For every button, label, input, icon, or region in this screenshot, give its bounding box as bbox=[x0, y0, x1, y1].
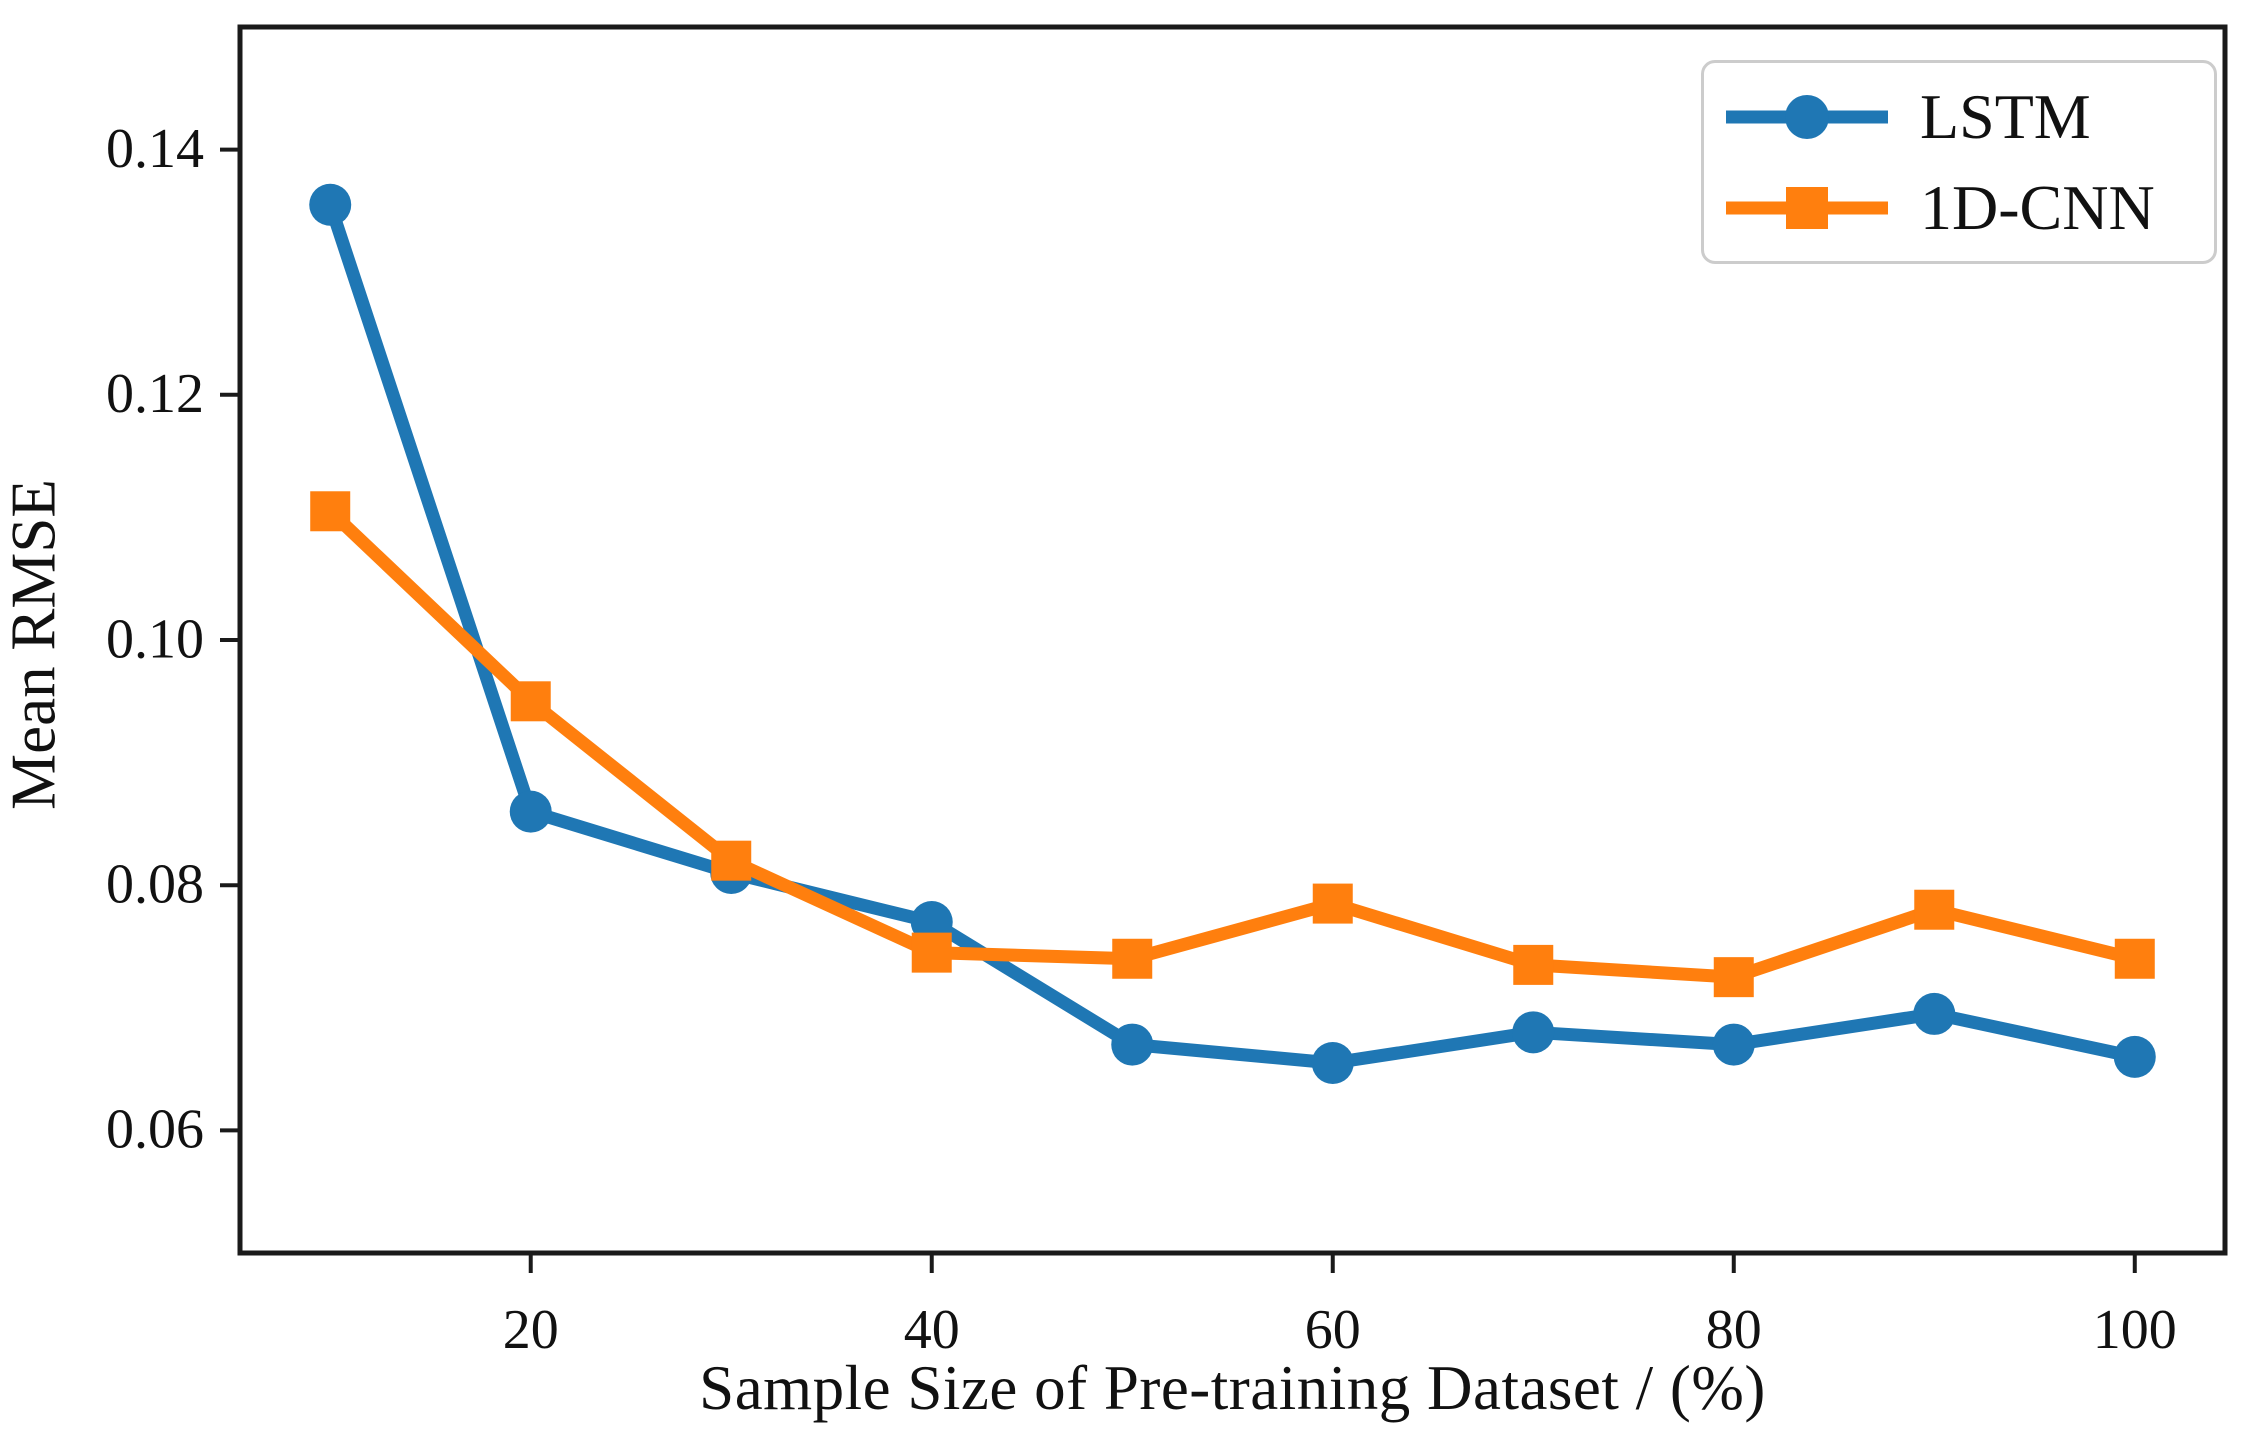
legend-sample-square-marker bbox=[1786, 186, 1828, 229]
1dcnn-data-point bbox=[1914, 889, 1955, 930]
y-tick-label: 0.06 bbox=[106, 1099, 204, 1161]
y-tick-label: 0.12 bbox=[106, 363, 204, 425]
1dcnn-data-point bbox=[911, 932, 952, 973]
legend: LSTM 1D-CNN bbox=[1701, 60, 2217, 264]
lstm-data-point bbox=[1111, 1023, 1154, 1066]
legend-item-1dcnn: 1D-CNN bbox=[1722, 171, 2196, 245]
x-tick-label: 20 bbox=[503, 1299, 559, 1361]
lstm-data-point bbox=[1913, 992, 1956, 1035]
x-tick-label: 100 bbox=[2093, 1299, 2177, 1361]
lstm-data-point bbox=[1311, 1041, 1354, 1084]
plot-frame bbox=[237, 24, 2228, 1256]
lstm-data-point bbox=[2113, 1035, 2156, 1078]
1dcnn-data-point bbox=[510, 681, 551, 722]
1dcnn-data-point bbox=[711, 840, 752, 881]
y-tick-label: 0.10 bbox=[106, 608, 204, 670]
lstm-line-marker-icon bbox=[1726, 94, 1888, 139]
lstm-line bbox=[323, 198, 2142, 1070]
x-tick-label: 80 bbox=[1706, 1299, 1762, 1361]
x-tick-label: 60 bbox=[1305, 1299, 1361, 1361]
lstm-data-point bbox=[309, 183, 352, 226]
y-tick-label: 0.14 bbox=[106, 118, 204, 180]
1dcnn-data-point bbox=[2114, 938, 2155, 979]
x-tick-label: 40 bbox=[904, 1299, 960, 1361]
1dcnn-data-point bbox=[310, 491, 351, 532]
x-axis-title: Sample Size of Pre-training Dataset / (%… bbox=[699, 1353, 1766, 1423]
lstm-data-point bbox=[910, 900, 953, 943]
1dcnn-data-point bbox=[1312, 883, 1353, 924]
y-axis-title: Mean RMSE bbox=[0, 479, 69, 810]
1dcnn-line-marker-icon bbox=[1726, 186, 1888, 229]
legend-item-lstm: LSTM bbox=[1722, 80, 2196, 154]
y-tick-label: 0.08 bbox=[106, 854, 204, 916]
1dcnn-data-point bbox=[1513, 944, 1554, 985]
lstm-data-point bbox=[1712, 1023, 1755, 1066]
1dcnn-line bbox=[323, 504, 2142, 984]
1dcnn-data-point bbox=[1112, 938, 1153, 979]
legend-sample-circle-marker bbox=[1785, 94, 1829, 139]
1dcnn-data-point bbox=[1713, 957, 1754, 998]
lstm-data-point bbox=[1512, 1011, 1555, 1054]
lstm-data-point bbox=[509, 790, 552, 833]
legend-label-lstm: LSTM bbox=[1920, 80, 2091, 152]
legend-label-1dcnn: 1D-CNN bbox=[1920, 171, 2155, 243]
